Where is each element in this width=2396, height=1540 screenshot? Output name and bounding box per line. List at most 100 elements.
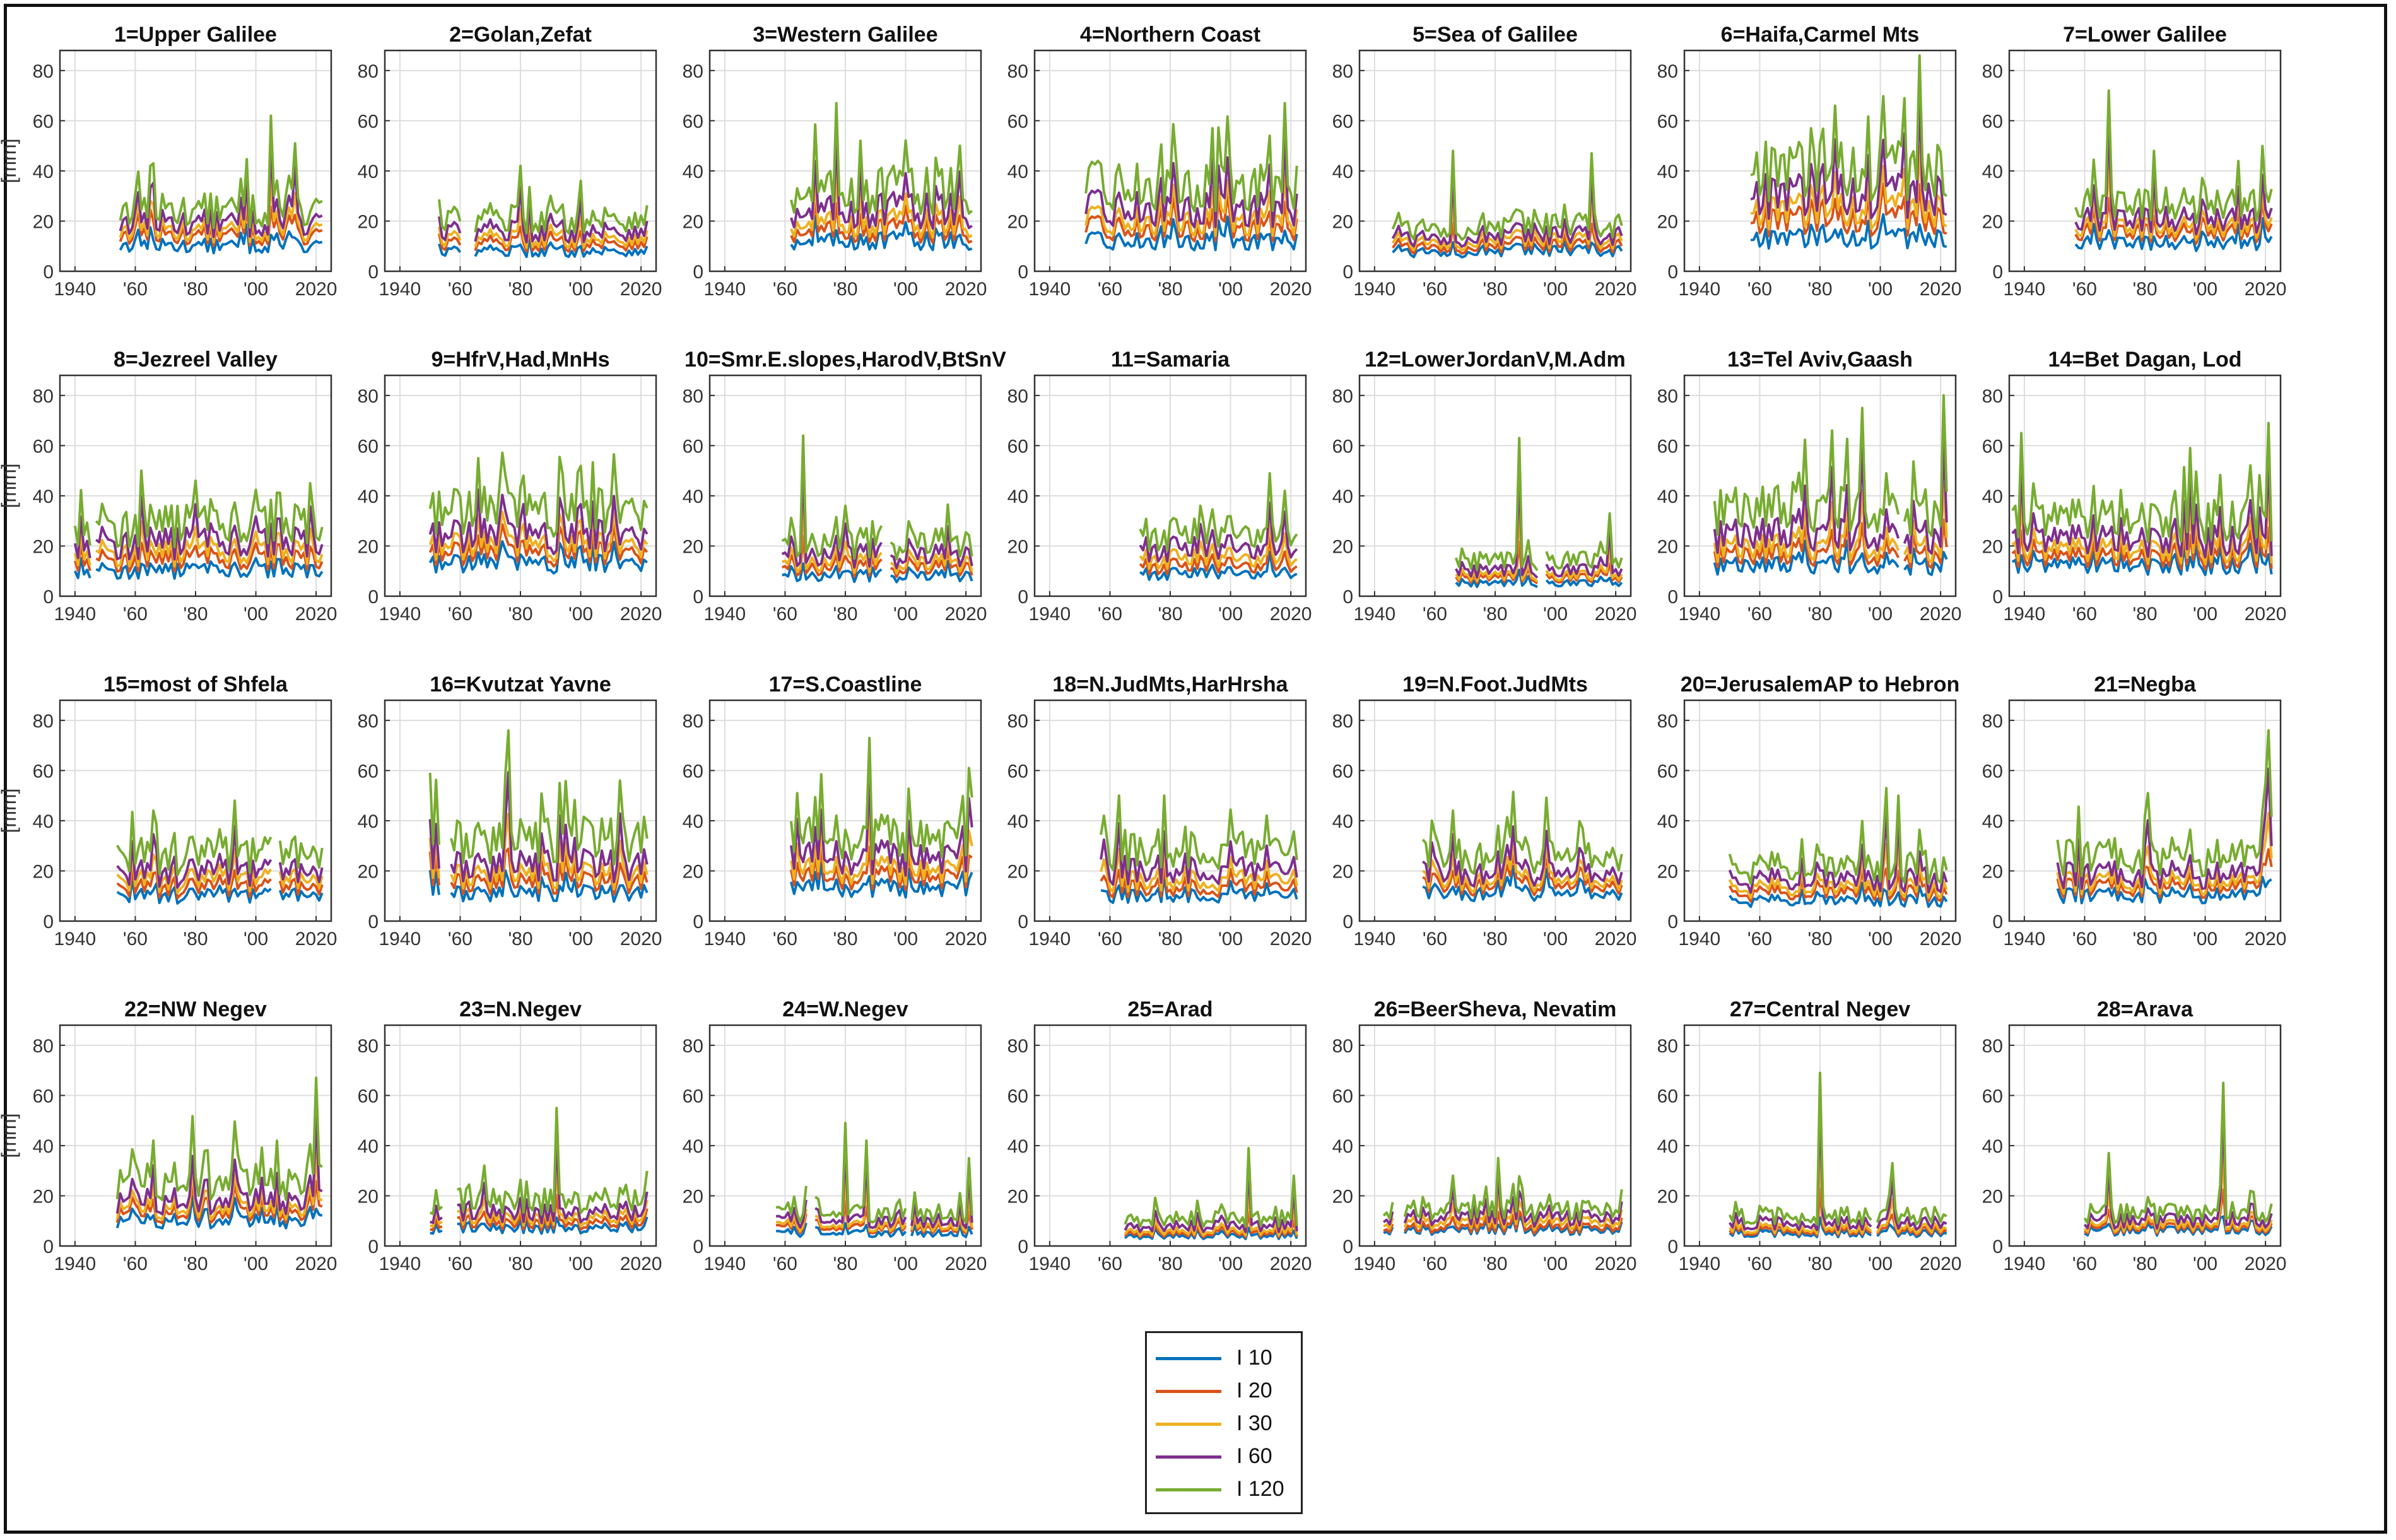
x-tick-label: '00	[568, 1254, 593, 1274]
legend-swatch-i10	[1156, 1357, 1221, 1360]
y-tick-label: 40	[1982, 811, 2003, 832]
x-tick-label: 1940	[379, 604, 421, 625]
y-tick-label: 0	[1018, 912, 1028, 932]
y-tick-label: 0	[1992, 587, 2003, 608]
x-tick-label: '00	[1868, 1254, 1893, 1274]
y-tick-label: 80	[1982, 386, 2003, 407]
subplot-18: 0 20 40 60 80 1940 '60 '80 '00 2020 18=N.JudMts,Ha…	[1007, 673, 1312, 949]
y-tick-label: 0	[1992, 912, 2003, 932]
x-tick-label: 1940	[2004, 1254, 2046, 1274]
series-i20-line	[1392, 221, 1623, 256]
y-tick-label: 0	[1018, 262, 1028, 283]
series-i120-line	[2083, 1081, 2273, 1225]
x-tick-label: 2020	[1595, 279, 1637, 300]
y-tick-label: 40	[683, 1136, 703, 1157]
x-tick-label: 1940	[1679, 929, 1721, 949]
subplot-title: 1=Upper Galilee	[114, 23, 277, 47]
subplot-10: 0 20 40 60 80 1940 '60 '80 '00 2020 10=Smr.E.slope…	[683, 348, 1007, 625]
series-i120-line	[119, 114, 323, 229]
series-i10-line	[776, 1222, 973, 1238]
x-tick-label: 1940	[54, 1254, 97, 1274]
y-tick-label: 60	[1007, 111, 1028, 132]
x-tick-label: 2020	[1595, 929, 1637, 949]
series-i120-line	[1139, 472, 1298, 552]
y-tick-label: 0	[693, 587, 703, 608]
y-tick-label: 80	[1332, 1036, 1353, 1057]
y-tick-label: 60	[1657, 1086, 1678, 1107]
x-tick-label: '60	[1423, 604, 1447, 625]
x-tick-label: 1940	[379, 279, 421, 300]
series-i10-line	[1455, 568, 1623, 589]
x-tick-label: 2020	[2245, 279, 2287, 300]
series-i10-line	[1084, 215, 1298, 252]
y-tick-label: 20	[1657, 1186, 1678, 1207]
x-tick-label: '80	[1483, 604, 1507, 625]
y-tick-label: 20	[1332, 536, 1353, 557]
y-tick-label: 0	[1992, 1237, 2003, 1257]
subplot-17: 0 20 40 60 80 1940 '60 '80 '00 2020 17=S.Coastline	[683, 673, 987, 949]
x-tick-label: '00	[1868, 929, 1893, 949]
y-tick-label: 0	[1342, 1237, 1353, 1257]
y-tick-label: 0	[43, 1237, 54, 1257]
subplot-12: 0 20 40 60 80 1940 '60 '80 '00 2020 12=LowerJordan…	[1332, 348, 1637, 625]
y-tick-label: 20	[1007, 211, 1028, 232]
y-tick-label: 40	[358, 486, 379, 507]
x-tick-label: '60	[123, 1254, 148, 1274]
x-tick-label: 1940	[704, 604, 746, 625]
series-i120-line	[1713, 394, 1948, 538]
y-tick-label: 0	[1992, 262, 2003, 283]
subplot-title: 20=JerusalemAP to Hebron	[1681, 673, 1960, 697]
y-tick-label: 20	[358, 536, 379, 557]
legend-swatch-i20	[1156, 1390, 1221, 1393]
x-tick-label: 2020	[1920, 279, 1962, 300]
subplot-title: 24=W.Negev	[782, 997, 908, 1021]
subplot-title: 16=Kvutzat Yavne	[430, 673, 611, 697]
x-tick-label: '00	[1543, 604, 1568, 625]
series-i60-line	[2083, 1112, 2273, 1230]
x-tick-label: '80	[183, 604, 208, 625]
x-tick-label: '60	[1098, 279, 1122, 300]
x-tick-label: '60	[2072, 929, 2097, 949]
y-tick-label: 60	[1982, 111, 2003, 132]
y-tick-label: 60	[1332, 1086, 1353, 1107]
x-tick-label: '60	[1098, 1254, 1122, 1274]
x-tick-label: '60	[1098, 929, 1122, 949]
series-i10-line	[74, 556, 324, 580]
subplot-13: 0 20 40 60 80 1940 '60 '80 '00 2020 13=Tel Aviv,Ga…	[1657, 348, 1962, 625]
subplot-19: 0 20 40 60 80 1940 '60 '80 '00 2020 19=N.Foot.JudM…	[1332, 673, 1637, 949]
y-tick-label: 80	[33, 711, 54, 732]
x-tick-label: 2020	[620, 1254, 662, 1274]
series-i20-line	[2011, 526, 2273, 571]
y-tick-label: 40	[1332, 1136, 1353, 1157]
x-tick-label: '60	[448, 929, 473, 949]
x-tick-label: '80	[1158, 929, 1182, 949]
series-i10-line	[790, 215, 973, 252]
y-tick-label: 80	[683, 61, 703, 82]
y-tick-label: 20	[1007, 1186, 1028, 1207]
legend-item-i60: I 60	[1147, 1440, 1301, 1473]
x-tick-label: '80	[2132, 929, 2157, 949]
subplot-1: 0 20 40 60 80 1940 '60 '80 '00 2020 1=Upper Galile…	[0, 23, 337, 300]
y-tick-label: 60	[1657, 761, 1678, 782]
series-i10-line	[2011, 543, 2273, 577]
y-tick-label: 20	[1982, 211, 2003, 232]
series-i60-line	[2056, 767, 2273, 890]
series-i30-line	[2084, 1154, 2273, 1233]
y-tick-label: 0	[1342, 262, 1353, 283]
x-tick-label: '00	[244, 929, 268, 949]
x-tick-label: 2020	[2245, 604, 2287, 625]
series-i30-line	[1455, 508, 1623, 583]
series-i60-line	[1422, 825, 1623, 888]
x-tick-label: '80	[1483, 1254, 1507, 1274]
x-tick-label: '60	[123, 929, 148, 949]
x-tick-label: '00	[1868, 604, 1893, 625]
series-i30-line	[438, 208, 649, 249]
y-tick-label: 40	[1007, 1136, 1028, 1157]
x-tick-label: 2020	[295, 1254, 338, 1274]
x-tick-label: '60	[123, 279, 148, 300]
x-tick-label: '80	[833, 279, 857, 300]
y-tick-label: 80	[683, 711, 703, 732]
subplot-title: 25=Arad	[1127, 997, 1213, 1021]
y-tick-label: 80	[33, 61, 54, 82]
y-tick-label: 60	[1657, 111, 1678, 132]
